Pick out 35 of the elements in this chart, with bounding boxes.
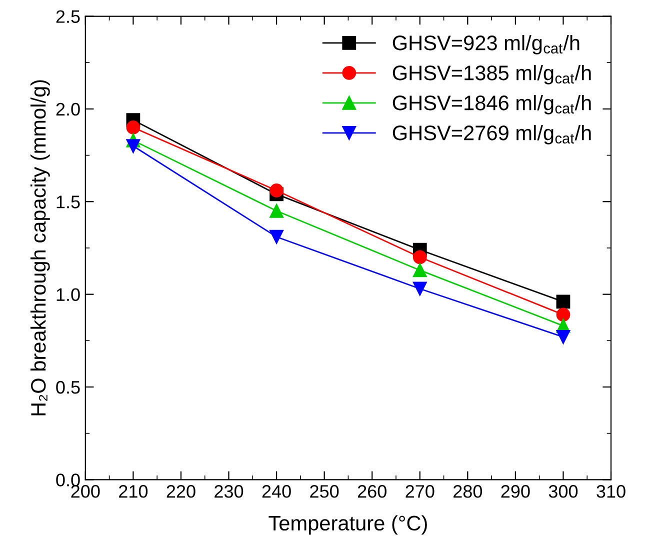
point — [126, 139, 140, 153]
point — [412, 250, 427, 264]
x-tick-label: 300 — [548, 485, 578, 498]
point — [270, 230, 284, 244]
y-tick-label: 2.5 — [56, 10, 80, 23]
y-tick-label: 1.5 — [56, 196, 80, 208]
y-tick-label: 2.0 — [56, 102, 80, 116]
x-tick-label: 240 — [262, 485, 291, 498]
x-tick-label: 290 — [501, 485, 530, 498]
x-axis-title: Temperature (°C) — [268, 515, 427, 535]
y-tick-label: 1.0 — [56, 288, 80, 302]
y-tick-label: 0.0 — [56, 474, 80, 486]
y-axis-title: H₂O breakthrough capacity (mmol/g) — [30, 80, 50, 416]
legend-label: GHSV=2769 ml/g$_{cat}$/h — [392, 125, 591, 144]
x-tick-label: 200 — [71, 485, 100, 498]
x-tick-label: 280 — [454, 485, 482, 498]
legend-label: GHSV=1385 ml/g$_{cat}$/h — [392, 65, 591, 84]
x-tick-label: 270 — [406, 485, 434, 498]
point — [270, 204, 284, 218]
point — [126, 120, 140, 134]
y-tick-label: 0.5 — [56, 380, 80, 394]
point — [556, 308, 570, 322]
x-tick-label: 260 — [358, 485, 386, 498]
x-tick-label: 310 — [596, 485, 626, 498]
x-tick-label: 210 — [119, 485, 148, 498]
x-tick-label: 220 — [166, 485, 196, 498]
point — [412, 282, 427, 296]
point — [270, 184, 284, 198]
point — [556, 330, 570, 344]
point — [556, 294, 570, 309]
point — [412, 263, 427, 278]
x-tick-label: 250 — [310, 485, 339, 498]
x-tick-label: 230 — [214, 485, 244, 498]
legend-label: GHSV=923 ml/g$_{cat}$/h — [392, 35, 580, 54]
legend-label: GHSV=1846 ml/g$_{cat}$/h — [392, 95, 591, 114]
